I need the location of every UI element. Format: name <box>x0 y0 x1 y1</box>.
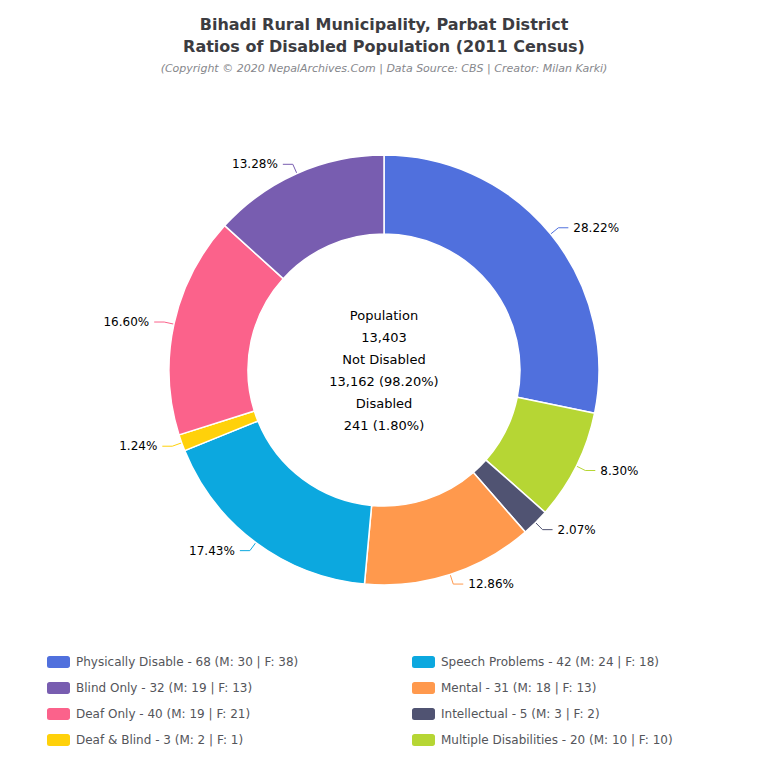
svg-text:Deaf Only - 40 (M: 19 | F: 21): Deaf Only - 40 (M: 19 | F: 21) <box>76 707 250 721</box>
svg-text:8.30%: 8.30% <box>600 464 638 478</box>
svg-text:Intellectual - 5 (M: 3 | F: 2): Intellectual - 5 (M: 3 | F: 2) <box>441 707 600 721</box>
svg-text:Speech Problems - 42 (M: 24 |: Speech Problems - 42 (M: 24 | F: 18) <box>441 655 659 669</box>
svg-text:Bihadi Rural Municipality, Par: Bihadi Rural Municipality, Parbat Distri… <box>200 15 569 34</box>
svg-text:Mental - 31 (M: 18 | F: 13): Mental - 31 (M: 18 | F: 13) <box>441 681 596 695</box>
svg-text:Physically Disable - 68 (M: 30: Physically Disable - 68 (M: 30 | F: 38) <box>76 655 298 669</box>
svg-text:2.07%: 2.07% <box>558 523 596 537</box>
svg-text:28.22%: 28.22% <box>573 221 619 235</box>
svg-text:13,162 (98.20%): 13,162 (98.20%) <box>329 374 438 389</box>
svg-text:13,403: 13,403 <box>361 330 407 345</box>
svg-text:Multiple Disabilities - 20 (M:: Multiple Disabilities - 20 (M: 10 | F: 1… <box>441 733 673 747</box>
svg-text:Deaf & Blind - 3 (M: 2 | F: 1): Deaf & Blind - 3 (M: 2 | F: 1) <box>76 733 243 747</box>
svg-text:Blind Only - 32 (M: 19 | F: 13: Blind Only - 32 (M: 19 | F: 13) <box>76 681 252 695</box>
svg-text:12.86%: 12.86% <box>468 577 514 591</box>
svg-text:241 (1.80%): 241 (1.80%) <box>344 418 424 433</box>
svg-text:Disabled: Disabled <box>356 396 412 411</box>
svg-text:Population: Population <box>350 308 418 323</box>
svg-text:13.28%: 13.28% <box>232 157 278 171</box>
svg-text:(Copyright © 2020 NepalArchive: (Copyright © 2020 NepalArchives.Com | Da… <box>161 62 608 75</box>
svg-text:17.43%: 17.43% <box>189 544 235 558</box>
svg-text:Ratios of Disabled Population: Ratios of Disabled Population (2011 Cens… <box>183 37 585 56</box>
svg-text:Not Disabled: Not Disabled <box>342 352 425 367</box>
svg-text:16.60%: 16.60% <box>103 315 149 329</box>
svg-text:1.24%: 1.24% <box>119 439 157 453</box>
